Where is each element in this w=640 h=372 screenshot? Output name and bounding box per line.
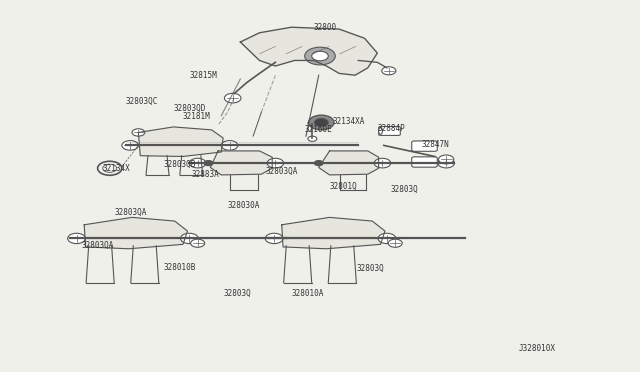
Circle shape xyxy=(180,233,198,244)
Text: 32847N: 32847N xyxy=(422,140,450,149)
Circle shape xyxy=(267,158,284,168)
Circle shape xyxy=(438,155,454,164)
Circle shape xyxy=(191,239,205,247)
Text: 32160E: 32160E xyxy=(304,125,332,134)
Text: 32803QA: 32803QA xyxy=(266,167,298,176)
Text: 32803Q: 32803Q xyxy=(357,263,385,272)
Circle shape xyxy=(225,93,241,103)
Circle shape xyxy=(204,161,213,166)
Circle shape xyxy=(305,47,335,65)
Circle shape xyxy=(438,158,454,168)
Text: 32883A: 32883A xyxy=(191,170,219,179)
Text: 32803Q: 32803Q xyxy=(223,289,251,298)
Circle shape xyxy=(308,136,317,141)
Circle shape xyxy=(314,118,328,126)
Text: 32134XA: 32134XA xyxy=(333,117,365,126)
FancyBboxPatch shape xyxy=(412,141,437,151)
Circle shape xyxy=(374,158,391,168)
Text: J328010X: J328010X xyxy=(519,344,556,353)
Circle shape xyxy=(382,67,396,75)
Circle shape xyxy=(308,115,334,130)
Polygon shape xyxy=(138,127,223,157)
Text: 32803QA: 32803QA xyxy=(81,241,113,250)
Polygon shape xyxy=(282,217,385,249)
Circle shape xyxy=(308,121,317,126)
Text: 32801Q: 32801Q xyxy=(330,182,357,190)
Text: 32815M: 32815M xyxy=(189,71,217,80)
Text: 32803QB: 32803QB xyxy=(164,160,196,169)
Circle shape xyxy=(388,239,402,247)
Text: 32803Q: 32803Q xyxy=(390,185,418,194)
Circle shape xyxy=(122,141,138,150)
Text: 32803QC: 32803QC xyxy=(125,97,158,106)
Text: 328010A: 328010A xyxy=(291,289,324,298)
Text: 32800: 32800 xyxy=(314,23,337,32)
Circle shape xyxy=(265,233,283,244)
FancyBboxPatch shape xyxy=(412,157,437,167)
Circle shape xyxy=(132,129,145,136)
Polygon shape xyxy=(211,151,272,175)
Circle shape xyxy=(189,158,206,168)
Text: 32803QD: 32803QD xyxy=(173,104,206,113)
Circle shape xyxy=(378,233,396,244)
Text: 328030A: 328030A xyxy=(228,201,260,210)
Circle shape xyxy=(221,141,238,150)
Text: 32134X: 32134X xyxy=(102,164,130,173)
Ellipse shape xyxy=(379,128,383,134)
Polygon shape xyxy=(319,151,379,175)
Polygon shape xyxy=(84,217,188,249)
Text: 32181M: 32181M xyxy=(183,112,211,121)
Circle shape xyxy=(314,161,323,166)
Circle shape xyxy=(68,233,86,244)
FancyBboxPatch shape xyxy=(379,126,400,135)
Text: 32884P: 32884P xyxy=(378,124,405,133)
Text: 328010B: 328010B xyxy=(164,263,196,272)
Polygon shape xyxy=(241,27,378,75)
Circle shape xyxy=(312,51,328,61)
Text: 32803QA: 32803QA xyxy=(115,208,147,217)
